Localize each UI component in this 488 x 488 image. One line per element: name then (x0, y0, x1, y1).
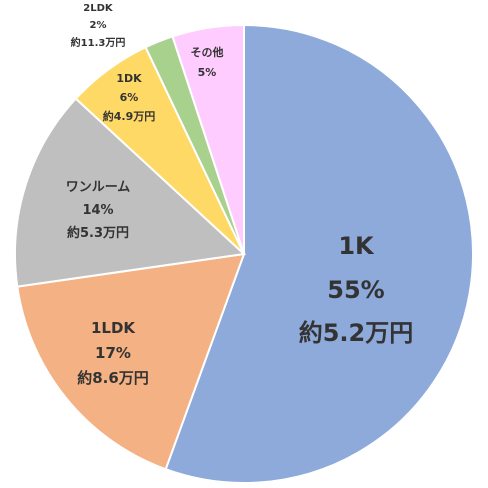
label-1ldk: 1LDK 17% 約8.6万円 (77, 319, 149, 387)
label-1k-percent: 55% (327, 276, 384, 304)
pie-slice-2 (14, 97, 247, 288)
label-1ldk-rent: 約8.6万円 (77, 369, 149, 387)
label-1dk-percent: 6% (120, 91, 139, 104)
label-2ldk-percent: 2% (90, 20, 107, 31)
label-1k-rent: 約5.2万円 (299, 319, 414, 347)
label-1dk-name: 1DK (116, 72, 142, 85)
label-2ldk: 2LDK 2% 約11.3万円 (71, 3, 126, 49)
label-2ldk-name: 2LDK (83, 3, 114, 14)
label-1ldk-percent: 17% (95, 344, 131, 362)
label-1dk-rent: 約4.9万円 (103, 109, 156, 123)
label-other-percent: 5% (198, 66, 217, 79)
pie-slice-1 (16, 252, 246, 471)
label-oneroom-rent: 約5.3万円 (67, 225, 129, 241)
pie-slices (14, 23, 474, 484)
label-2ldk-rent: 約11.3万円 (71, 36, 126, 49)
pie-slice-0 (164, 23, 474, 484)
label-other-name: その他 (191, 45, 224, 59)
label-1k-name: 1K (338, 232, 375, 260)
label-1ldk-name: 1LDK (91, 319, 136, 337)
label-oneroom-name: ワンルーム (66, 180, 131, 195)
label-oneroom-percent: 14% (82, 203, 113, 218)
label-other: その他 5% (191, 45, 224, 79)
pie-slice-5 (171, 23, 245, 255)
label-1dk: 1DK 6% 約4.9万円 (103, 72, 156, 123)
label-1k: 1K 55% 約5.2万円 (299, 232, 414, 347)
label-oneroom: ワンルーム 14% 約5.3万円 (66, 180, 131, 241)
